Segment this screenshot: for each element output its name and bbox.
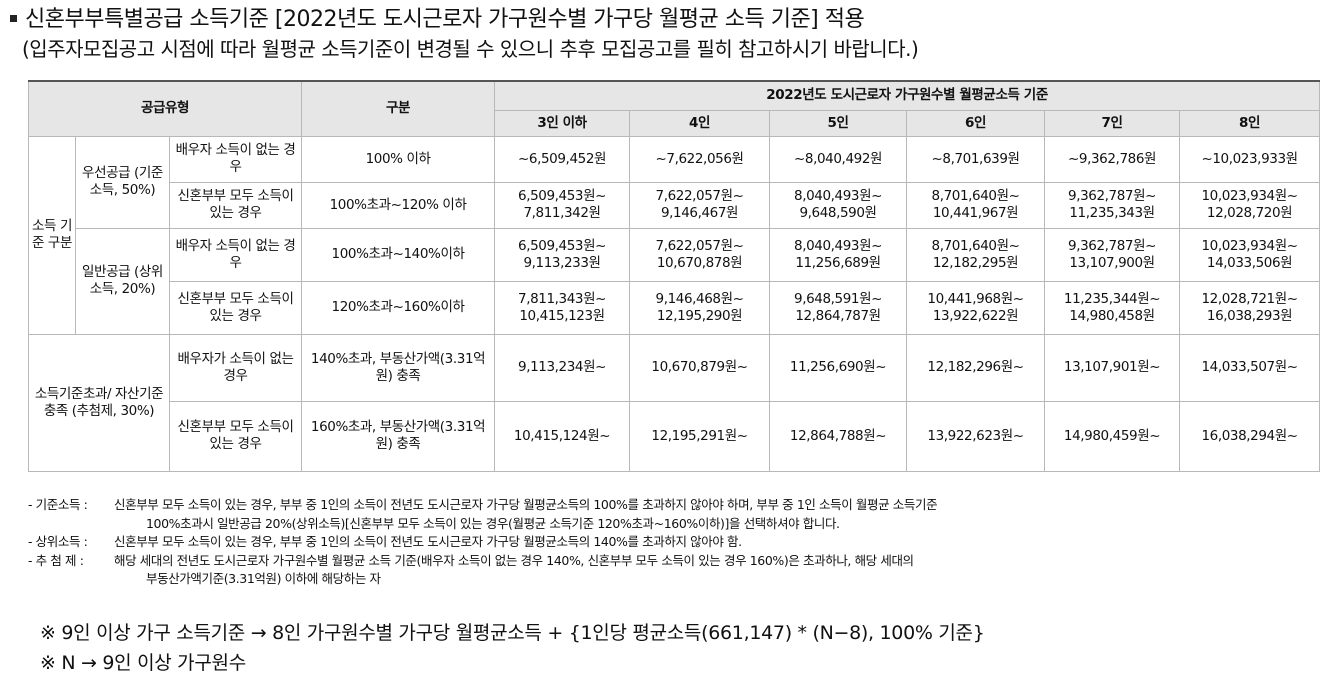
household-size-row: 3인 이하 4인 5인 6인 7인 8인	[29, 109, 1321, 137]
income-cell: 6,509,453원~ 9,113,233원	[494, 227, 631, 282]
income-cell: 11,235,344원~ 14,980,458원	[1044, 280, 1181, 335]
income-cell: 9,362,787원~ 11,235,343원	[1044, 181, 1181, 229]
priority-supply-label: 우선공급 (기준소득, 50%)	[75, 135, 170, 229]
household-size-header: 7인	[1044, 109, 1181, 137]
household-size-header: 4인	[629, 109, 771, 137]
table-row: 소득기준초과/ 자산기준충족 (추첨제, 30%) 배우자가 소득이 없는 경우…	[28, 333, 1321, 472]
header-supply-type: 공급유형	[27, 80, 303, 137]
income-cell: 13,922,623원~	[906, 400, 1046, 472]
income-group-label: 소득 기준 구분	[28, 135, 76, 335]
income-cell: ~7,622,056원	[629, 135, 771, 183]
note-lottery: - 추 첨 제 : 해당 세대의 전년도 도시근로자 가구원수별 월평균 소득 …	[28, 552, 1320, 571]
note-key: - 추 첨 제 :	[28, 552, 84, 568]
income-cell: 12,864,788원~	[769, 400, 908, 472]
income-cell: 6,509,453원~ 7,811,342원	[494, 181, 631, 229]
income-cell: 10,670,879원~	[629, 333, 771, 402]
income-cell: 12,182,296원~	[906, 333, 1046, 402]
note-key: - 기준소득 :	[28, 497, 88, 512]
income-cell: 9,146,468원~ 12,195,290원	[629, 280, 771, 335]
income-cell: 8,040,493원~ 11,256,689원	[769, 227, 908, 282]
table-row: 소득 기준 구분 우선공급 (기준소득, 50%) 배우자 소득이 없는 경우 …	[28, 135, 1321, 335]
note-continuation: 100%초과시 일반공급 20%(상위소득)[신혼부부 모두 소득이 있는 경우…	[146, 515, 840, 531]
page-subtitle: (입주자모집공고 시점에 따라 월평균 소득기준이 변경될 수 있으니 추후 모…	[22, 37, 919, 61]
income-cell: 7,622,057원~ 9,146,467원	[629, 181, 771, 229]
criterion-cell: 120%초과~160%이하	[301, 280, 496, 335]
income-cell: 8,701,640원~ 10,441,967원	[906, 181, 1046, 229]
income-cell: ~8,040,492원	[769, 135, 908, 183]
header-income-standard: 2022년도 도시근로자 가구원수별 월평균소득 기준	[494, 80, 1321, 111]
case-label: 신혼부부 모두 소득이 있는 경우	[168, 280, 303, 335]
income-table: 공급유형 구분 2022년도 도시근로자 가구원수별 월평균소득 기준 3인 이…	[27, 80, 1321, 472]
household-size-header: 8인	[1179, 109, 1321, 137]
household-size-header: 5인	[769, 109, 908, 137]
notes-section: - 기준소득 : 신혼부부 모두 소득이 있는 경우, 부부 중 1인의 소득이…	[28, 496, 1320, 589]
criterion-cell: 100%초과~140%이하	[301, 227, 496, 282]
income-cell: 7,811,343원~ 10,415,123원	[494, 280, 631, 335]
case-label: 배우자 소득이 없는 경우	[168, 135, 303, 183]
income-cell: 14,033,507원~	[1179, 333, 1321, 402]
income-cell: ~6,509,452원	[494, 135, 631, 183]
income-cell: 9,362,787원~ 13,107,900원	[1044, 227, 1181, 282]
household-size-header: 3인 이하	[494, 109, 631, 137]
income-cell: 10,023,934원~ 12,028,720원	[1179, 181, 1321, 229]
case-label: 배우자가 소득이 없는 경우	[168, 333, 303, 402]
income-cell: 8,701,640원~ 12,182,295원	[906, 227, 1046, 282]
income-cell: 9,113,234원~	[494, 333, 631, 402]
note-text: 해당 세대의 전년도 도시근로자 가구원수별 월평균 소득 기준(배우자 소득이…	[114, 552, 914, 568]
note-upper-income: - 상위소득 : 신혼부부 모두 소득이 있는 경우, 부부 중 1인의 소득이…	[28, 533, 1320, 552]
income-cell: 13,107,901원~	[1044, 333, 1181, 402]
income-cell: 12,028,721원~ 16,038,293원	[1179, 280, 1321, 335]
note-base-income: - 기준소득 : 신혼부부 모두 소득이 있는 경우, 부부 중 1인의 소득이…	[28, 496, 1320, 515]
income-cell: ~10,023,933원	[1179, 135, 1321, 183]
table-row: 신혼부부 모두 소득이 있는 경우 100%초과~120% 이하 6,509,4…	[29, 181, 1321, 229]
income-cell: ~8,701,639원	[906, 135, 1046, 183]
page-title-text: 신혼부부특별공급 소득기준 [2022년도 도시근로자 가구원수별 가구당 월평…	[25, 7, 865, 32]
note-text: 신혼부부 모두 소득이 있는 경우, 부부 중 1인의 소득이 전년도 도시근로…	[114, 497, 938, 512]
table-row: 일반공급 (상위소득, 20%) 배우자 소득이 없는 경우 100%초과~14…	[29, 227, 1321, 335]
case-label: 신혼부부 모두 소득이 있는 경우	[168, 181, 303, 229]
income-cell: 16,038,294원~	[1179, 400, 1321, 472]
lottery-supply-label: 소득기준초과/ 자산기준충족 (추첨제, 30%)	[28, 333, 170, 472]
header-division: 구분	[301, 80, 496, 137]
income-cell: 11,256,690원~	[769, 333, 908, 402]
income-cell: 10,023,934원~ 14,033,506원	[1179, 227, 1321, 282]
income-cell: 12,195,291원~	[629, 400, 771, 472]
income-cell: 9,648,591원~ 12,864,787원	[769, 280, 908, 335]
income-cell: 10,441,968원~ 13,922,622원	[906, 280, 1046, 335]
note-key: - 상위소득 :	[28, 534, 88, 549]
income-cell: 10,415,124원~	[494, 400, 631, 472]
criterion-cell: 140%초과, 부동산가액(3.31억원) 충족	[301, 333, 496, 402]
page-title: 신혼부부특별공급 소득기준 [2022년도 도시근로자 가구원수별 가구당 월평…	[8, 6, 865, 34]
income-cell: 7,622,057원~ 10,670,878원	[629, 227, 771, 282]
table-row: 신혼부부 모두 소득이 있는 경우 160%초과, 부동산가액(3.31억원) …	[29, 400, 1321, 472]
income-cell: 14,980,459원~	[1044, 400, 1181, 472]
formula-nine-plus: ※ 9인 이상 가구 소득기준 → 8인 가구원수별 가구당 월평균소득 + {…	[40, 622, 985, 644]
income-cell: ~9,362,786원	[1044, 135, 1181, 183]
case-label: 배우자 소득이 없는 경우	[168, 227, 303, 282]
criterion-cell: 100%초과~120% 이하	[301, 181, 496, 229]
income-cell: 8,040,493원~ 9,648,590원	[769, 181, 908, 229]
household-size-header: 6인	[906, 109, 1046, 137]
general-supply-label: 일반공급 (상위소득, 20%)	[75, 227, 170, 335]
table-row: 신혼부부 모두 소득이 있는 경우 120%초과~160%이하 7,811,34…	[29, 280, 1321, 335]
criterion-cell: 160%초과, 부동산가액(3.31억원) 충족	[301, 400, 496, 472]
criterion-cell: 100% 이하	[301, 135, 496, 183]
note-text: 신혼부부 모두 소득이 있는 경우, 부부 중 1인의 소득이 전년도 도시근로…	[114, 534, 742, 549]
formula-n-definition: ※ N → 9인 이상 가구원수	[40, 652, 246, 674]
note-continuation: 부동산가액기준(3.31억원) 이하에 해당하는 자	[146, 571, 381, 586]
bullet-icon	[10, 14, 17, 22]
case-label: 신혼부부 모두 소득이 있는 경우	[168, 400, 303, 472]
